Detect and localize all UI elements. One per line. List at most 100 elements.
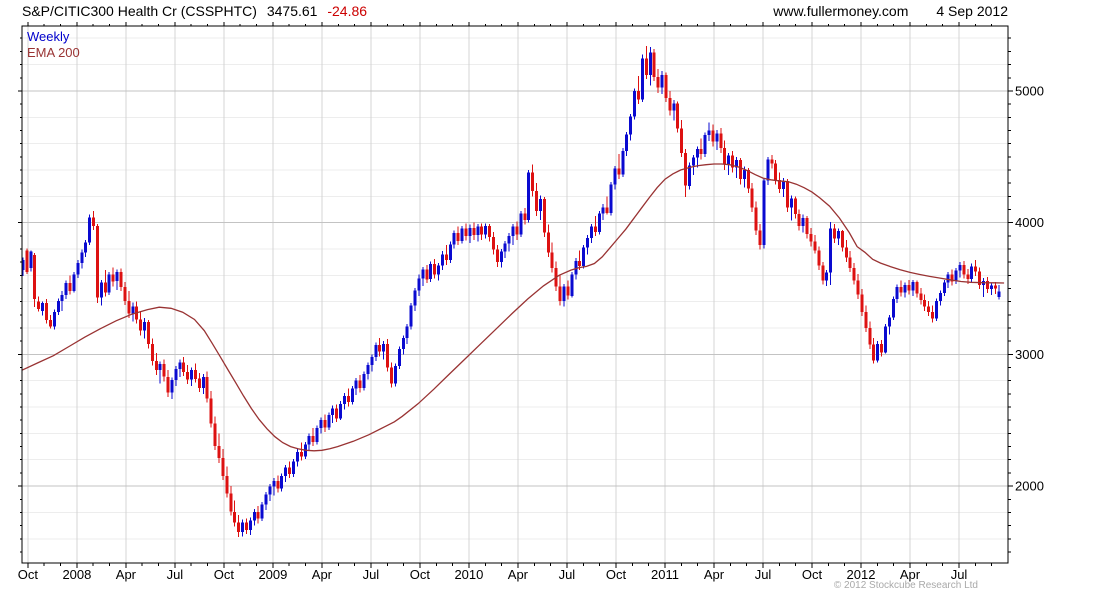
candle-body [770, 159, 774, 164]
candle-body [821, 265, 825, 281]
candle-body [52, 312, 56, 327]
candle-body [33, 254, 37, 299]
candle-body [205, 376, 209, 399]
legend: Weekly EMA 200 [27, 29, 80, 61]
candle-body [762, 180, 766, 245]
header-right: www.fullermoney.com 4 Sep 2012 [773, 3, 1008, 19]
candle-body [190, 370, 194, 380]
x-axis-label: Apr [704, 567, 725, 582]
candle-body [633, 90, 637, 117]
candle-body [691, 157, 695, 166]
candle-body [574, 260, 578, 275]
candle-body [523, 213, 527, 220]
candle-body [213, 423, 217, 446]
candle-body [946, 274, 950, 283]
x-axis-label: Oct [802, 567, 823, 582]
candle-body [339, 403, 342, 419]
candle-body [950, 274, 954, 282]
candle-body [723, 148, 727, 165]
candle-body [680, 128, 684, 153]
y-axis-label: 2000 [1015, 479, 1044, 494]
candle-body [640, 58, 644, 100]
candle-body [80, 252, 84, 263]
candle-body [589, 226, 593, 238]
copyright-notice: © 2012 Stockcube Research Ltd [833, 580, 978, 591]
candle-body [758, 230, 762, 246]
candle-body [637, 90, 640, 100]
candle-body [276, 480, 280, 489]
candle-body [335, 408, 339, 419]
x-axis-label: Jul [951, 567, 968, 582]
candle-body [942, 282, 946, 294]
candle-body [880, 343, 884, 353]
candle-body [21, 260, 25, 271]
candle-body [531, 172, 535, 191]
candle-body [444, 254, 448, 261]
candle-body [464, 228, 468, 236]
x-axis-label: Oct [214, 567, 235, 582]
candle-body [393, 366, 397, 384]
candle-body [707, 130, 711, 135]
candle-body [625, 134, 629, 151]
candle-body [727, 155, 731, 165]
candle-body [829, 228, 833, 273]
candle-body [366, 364, 370, 375]
candle-body [319, 420, 323, 429]
candle-body [558, 286, 562, 301]
candle-body [672, 103, 676, 111]
candle-body [452, 233, 456, 245]
candle-body [401, 337, 405, 350]
candle-body [64, 283, 68, 296]
candle-body [107, 274, 111, 293]
candle-body [429, 264, 433, 280]
candle-body [809, 233, 813, 242]
candle-body [695, 148, 699, 158]
candle-body [437, 265, 441, 275]
y-axis-labels: 2000 3000 4000 5000 [1015, 83, 1044, 493]
date-text: 4 Sep 2012 [936, 3, 1008, 19]
candle-body [923, 300, 927, 307]
candle-body [793, 198, 797, 215]
candle-body [252, 511, 256, 521]
candle-body [935, 301, 938, 319]
last-price: 3475.61 [266, 3, 318, 19]
candle-body [609, 184, 613, 213]
candle-body [264, 494, 268, 505]
candle-body [648, 52, 652, 76]
candle-body [37, 301, 41, 309]
candle-body [76, 262, 80, 275]
legend-weekly-label: Weekly [27, 29, 70, 44]
candle-body [194, 370, 197, 379]
candle-body [911, 281, 915, 291]
candle-body [703, 135, 707, 155]
candle-body [539, 198, 542, 211]
candle-body [931, 312, 934, 319]
candle-body [954, 270, 958, 282]
candle-body [292, 461, 295, 475]
candle-body [801, 218, 805, 226]
candle-body [146, 322, 150, 344]
candle-body [123, 287, 127, 301]
candle-body [495, 249, 499, 263]
candle-body [789, 198, 793, 208]
candle-body [676, 103, 680, 129]
x-axis-label: Oct [606, 567, 627, 582]
candle-body [656, 77, 660, 88]
candle-body [374, 345, 378, 357]
candle-body [825, 272, 829, 281]
candle-body [817, 250, 821, 266]
x-axis-label: Oct [410, 567, 431, 582]
candle-body [927, 306, 931, 312]
candle-body [766, 159, 770, 181]
candle-body [617, 168, 621, 175]
candle-body [68, 283, 72, 292]
candle-body [997, 291, 1001, 297]
candle-body [746, 170, 750, 189]
candle-body [45, 303, 48, 321]
candle-body [315, 428, 319, 442]
y-axis-label: 4000 [1015, 215, 1044, 230]
candle-body [833, 228, 836, 239]
candle-body [613, 168, 617, 185]
candle-body [244, 522, 248, 531]
candle-body [476, 226, 480, 236]
